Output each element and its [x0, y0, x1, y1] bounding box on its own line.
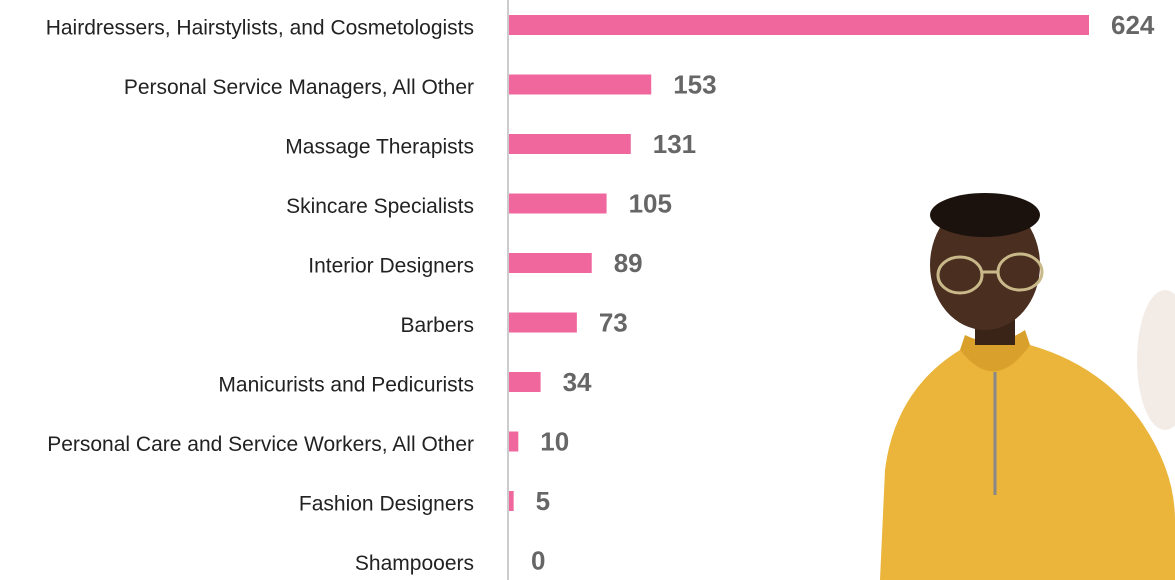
- category-label: Manicurists and Pedicurists: [218, 374, 474, 397]
- bar: [509, 193, 607, 214]
- category-label: Fashion Designers: [299, 493, 474, 516]
- category-label: Massage Therapists: [285, 136, 474, 159]
- category-label: Skincare Specialists: [286, 195, 474, 218]
- category-label: Personal Service Managers, All Other: [124, 76, 474, 99]
- bar: [509, 74, 652, 95]
- bar: [509, 253, 592, 273]
- bar: [509, 431, 519, 452]
- value-label: 131: [653, 129, 696, 159]
- bar: [509, 15, 1089, 35]
- person-illustration: [880, 193, 1175, 580]
- bar: [509, 312, 577, 333]
- value-label: 73: [599, 307, 628, 337]
- value-label: 89: [614, 248, 643, 278]
- value-label: 105: [629, 188, 672, 218]
- value-label: 624: [1111, 10, 1155, 40]
- category-label: Shampooers: [355, 552, 474, 575]
- category-label: Personal Care and Service Workers, All O…: [47, 433, 474, 456]
- value-label: 0: [531, 545, 545, 575]
- value-label: 5: [536, 486, 550, 516]
- value-label: 153: [673, 69, 716, 99]
- value-label: 34: [563, 367, 592, 397]
- category-label: Hairdressers, Hairstylists, and Cosmetol…: [46, 17, 474, 40]
- bar: [509, 134, 631, 154]
- value-label: 10: [540, 426, 569, 456]
- category-label: Barbers: [400, 314, 474, 337]
- category-label: Interior Designers: [308, 255, 474, 278]
- bar: [509, 491, 514, 511]
- bar: [509, 372, 541, 392]
